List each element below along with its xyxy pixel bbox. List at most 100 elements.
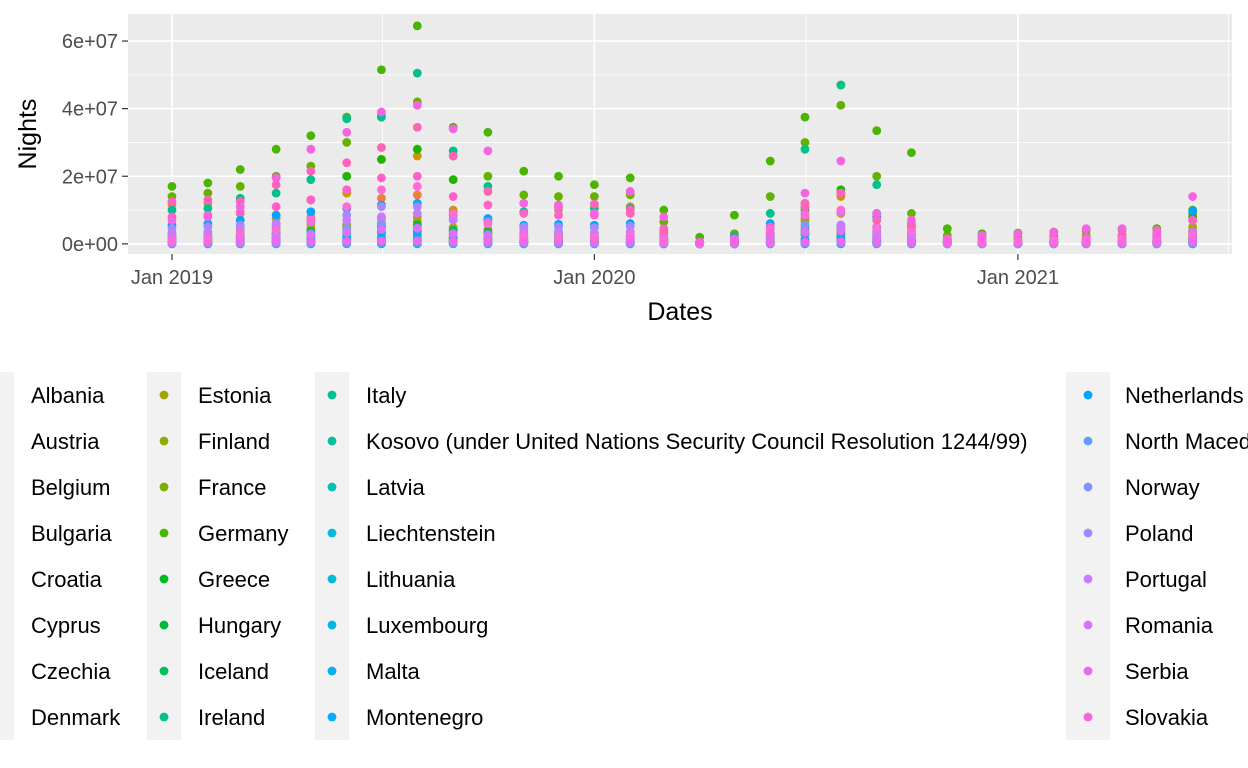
legend-key-dot [159,620,169,630]
data-point [271,180,281,190]
data-point [342,171,352,181]
data-point [1152,229,1162,239]
legend-label: Portugal [1125,567,1207,592]
data-point [342,127,352,137]
data-point [872,171,882,181]
legend-key-background [0,510,14,556]
data-point [942,224,952,234]
data-point [483,127,493,137]
data-point [800,138,810,147]
legend-key-dot [1083,666,1093,676]
legend-key-dot [327,620,337,630]
data-point [907,238,916,248]
y-axis-title: Nights [14,99,42,170]
data-point [625,237,635,247]
data-point [203,195,213,205]
data-point [765,209,775,218]
data-point [1188,192,1198,201]
legend-label: Belgium [31,475,110,500]
data-point [695,237,705,247]
legend-label: Kosovo (under United Nations Security Co… [366,429,1028,454]
plot-panel [128,14,1232,254]
data-point [167,236,177,245]
data-point [448,215,458,225]
legend-key-dot [159,482,169,492]
data-point [412,209,422,218]
legend-key-dot [1083,620,1093,630]
data-point [377,193,386,203]
data-point [483,187,493,196]
data-point [306,207,316,217]
data-point [448,192,458,201]
data-point [589,180,599,190]
legend-key-dot [159,436,169,446]
data-point [342,114,352,124]
legend-key-background [0,372,14,418]
data-point [448,151,458,161]
data-point [377,185,386,195]
data-point [872,238,882,247]
data-point [412,190,422,200]
data-point [942,236,952,245]
legend-label: Italy [366,383,406,408]
legend-key-dot [327,436,337,446]
legend-key-dot [327,666,337,676]
data-point [519,190,529,200]
legend-label: Austria [31,429,100,454]
legend-key-dot [327,712,337,722]
data-point [800,202,810,212]
data-point [342,185,352,195]
data-point [729,236,739,245]
data-point [872,180,882,190]
data-points [167,21,1198,249]
legend-key-background [0,418,14,464]
y-axis: 0e+00 2e+07 4e+07 6e+07 [62,31,128,256]
legend-label: Slovakia [1125,705,1209,730]
data-point [519,230,529,240]
legend-label: Czechia [31,659,111,684]
data-point [271,237,281,247]
legend-label: Poland [1125,521,1194,546]
data-point [412,100,422,110]
data-point [235,165,245,174]
legend-label: Cyprus [31,613,101,638]
data-point [800,144,810,154]
data-point [483,219,493,228]
legend-label: Hungary [198,613,281,638]
x-tick-label: Jan 2019 [131,267,213,289]
data-point [1188,215,1198,225]
legend-label: Latvia [366,475,425,500]
data-point [907,148,916,157]
data-point [412,21,422,31]
legend-key-dot [1083,712,1093,722]
data-point [412,223,422,233]
data-point [872,223,882,233]
data-point [306,215,316,225]
data-point [203,178,213,188]
legend-key-background [0,602,14,648]
data-point [554,192,563,201]
data-point [235,181,245,191]
data-point [800,188,810,198]
legend-key-dot [159,666,169,676]
data-point [203,227,213,237]
x-tick-label: Jan 2020 [553,267,635,289]
legend-label: Iceland [198,659,269,684]
data-point [836,188,846,198]
legend-label: Estonia [198,383,272,408]
data-point [765,238,775,248]
legend-key-dot [327,390,337,400]
data-point [659,227,669,237]
data-point [271,210,281,220]
data-point [659,205,669,215]
data-point [342,215,352,225]
data-point [448,229,458,239]
data-point [167,197,177,207]
data-point [377,212,386,222]
legend-key-dot [159,574,169,584]
data-point [203,188,213,198]
data-point [377,202,386,212]
data-point [306,144,316,154]
data-point [1013,236,1023,246]
data-point [625,187,635,196]
